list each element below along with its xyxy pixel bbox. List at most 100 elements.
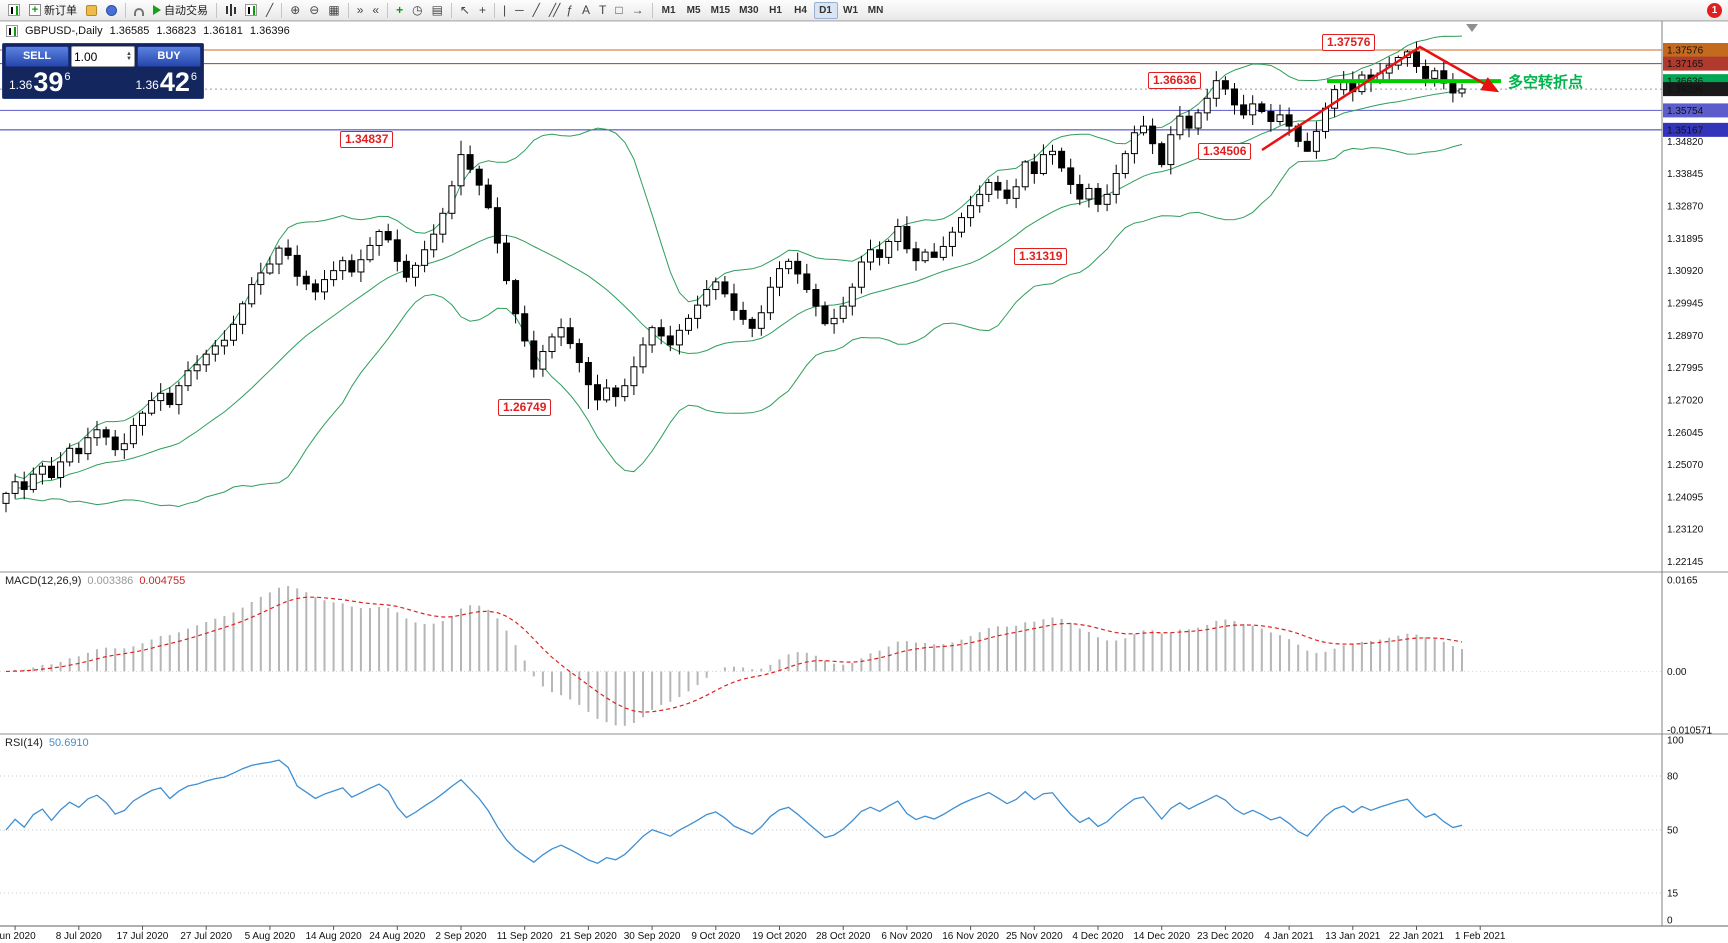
timeframe-button-H4[interactable]: H4 — [794, 4, 807, 16]
ohlc-close: 1.36396 — [249, 25, 290, 37]
volume-input[interactable]: 1.00 ▲ ▼ — [71, 46, 135, 67]
price-annotation-pivot[interactable]: 1.36636 — [1148, 72, 1202, 89]
timeframe-button-W1[interactable]: W1 — [843, 4, 859, 16]
price-scale-label: 1.22145 — [1667, 557, 1704, 568]
candle-body — [867, 249, 874, 263]
timeframe-button-D1[interactable]: D1 — [813, 1, 838, 19]
timeframe-button-H1[interactable]: H1 — [769, 4, 782, 16]
candle-body — [330, 270, 338, 281]
candle-body — [1203, 97, 1211, 114]
candle-body — [1303, 140, 1311, 152]
macd-scale-label: -0.010571 — [1667, 726, 1712, 737]
autotrading-button[interactable]: 自动交易 — [149, 2, 212, 19]
candle-body — [1058, 150, 1066, 169]
candle-body — [1276, 114, 1284, 122]
candle-body — [948, 231, 956, 247]
candle-body — [1094, 187, 1102, 205]
label-button[interactable]: T — [595, 2, 610, 19]
timeframe-button-M5[interactable]: M5 — [686, 4, 701, 16]
candle-body — [512, 280, 520, 315]
chart-shift-button[interactable]: « — [368, 2, 383, 19]
charts-window-button[interactable] — [4, 2, 24, 19]
channel-button[interactable]: ╱╱ — [545, 2, 561, 19]
rsi-panel: 100 80 50 15 0 — [0, 736, 1684, 927]
candle-body — [375, 231, 383, 246]
macd-signal-line — [5, 596, 1463, 713]
text-button[interactable]: A — [578, 2, 594, 19]
volume-spinner[interactable]: ▲ ▼ — [126, 50, 132, 62]
one-click-trade-panel: SELL 1.00 ▲ ▼ BUY 1.36 39 6 1.36 42 6 — [2, 43, 204, 99]
candle-body — [1221, 80, 1229, 90]
timeframe-button-M1[interactable]: M1 — [661, 4, 676, 16]
horizontal-line-button[interactable]: ─ — [511, 2, 528, 19]
candle-body — [466, 154, 474, 170]
buy-button[interactable]: BUY — [137, 46, 201, 67]
candle-body — [1076, 183, 1084, 200]
price-scale[interactable]: 1.34820 1.33845 1.32870 1.31895 1.30920 1.299… — [1663, 43, 1728, 568]
sell-button[interactable]: SELL — [5, 46, 69, 67]
price-annotation-jan-high[interactable]: 1.37576 — [1322, 34, 1376, 51]
candle-body — [66, 447, 74, 463]
trendline-button[interactable]: ╱ — [529, 2, 544, 19]
zoom-out-button[interactable]: ⊖ — [305, 2, 323, 19]
spinner-up-icon[interactable]: ▲ — [126, 50, 132, 57]
ohlc-high: 1.36823 — [156, 25, 197, 37]
navigator-button[interactable] — [102, 2, 121, 19]
market-watch-button[interactable] — [82, 2, 101, 19]
new-order-button[interactable]: + 新订单 — [25, 2, 81, 19]
line-chart-button[interactable]: ╱ — [262, 2, 277, 19]
fibonacci-button[interactable]: ƒ — [562, 2, 577, 19]
periods-button[interactable]: ◷ — [408, 2, 426, 19]
rsi-scale-label: 80 — [1667, 772, 1679, 783]
shapes-button[interactable]: □ — [611, 2, 626, 19]
zoom-in-icon: ⊕ — [290, 3, 301, 17]
drawn-objects[interactable] — [1261, 24, 1501, 152]
shapes-icon: □ — [615, 3, 623, 17]
cursor-icon: ↖ — [459, 3, 470, 17]
candle-body — [530, 340, 538, 370]
crosshair-button[interactable]: + — [475, 2, 490, 19]
vertical-line-button[interactable]: | — [499, 2, 510, 19]
timeframe-button-M15[interactable]: M15 — [710, 4, 731, 16]
tile-windows-button[interactable]: ▦ — [324, 2, 343, 19]
price-scale-tag — [1663, 56, 1728, 71]
timeframe-button-M30[interactable]: M30 — [739, 4, 759, 16]
macd-panel: 0.0165 0.00 -0.010571 — [0, 576, 1712, 737]
candle-body — [839, 305, 847, 319]
indicators-button[interactable]: + — [392, 2, 407, 19]
notification-badge[interactable]: 1 — [1707, 3, 1722, 18]
arrows-button[interactable]: → — [628, 2, 648, 19]
timeframe-button-MN[interactable]: MN — [867, 4, 884, 16]
price-scale-tag — [1663, 122, 1728, 137]
buy-price-prefix: 1.36 — [135, 78, 159, 92]
price-scale-label: 1.33845 — [1667, 169, 1704, 180]
zoom-in-button[interactable]: ⊕ — [286, 2, 304, 19]
price-annotation-sep-low[interactable]: 1.26749 — [498, 399, 552, 416]
date-axis[interactable]: Jun 2020 8 Jul 2020 17 Jul 2020 27 Jul 2020… — [0, 926, 1506, 942]
auto-scroll-button[interactable]: » — [353, 2, 368, 19]
price-annotation-nov-low[interactable]: 1.31319 — [1014, 248, 1068, 265]
candle-body — [193, 364, 201, 372]
alerts-button[interactable] — [130, 2, 148, 19]
candle-body — [1185, 115, 1193, 129]
price-annotation-jan-low[interactable]: 1.34506 — [1198, 143, 1252, 160]
price-annotation-sep-high[interactable]: 1.34837 — [340, 131, 394, 148]
price-scale-tag — [1663, 82, 1728, 97]
candle-body — [857, 261, 865, 288]
candle-body — [239, 303, 247, 325]
spinner-down-icon[interactable]: ▼ — [126, 55, 132, 62]
pivot-note-text[interactable]: 多空转折点 — [1508, 74, 1584, 91]
date-label: 13 Jan 2021 — [1325, 931, 1380, 942]
templates-button[interactable]: ▤ — [428, 2, 447, 19]
horizontal-lines[interactable] — [0, 49, 1662, 131]
ohlc-bars-button[interactable] — [221, 2, 240, 19]
candle-body — [1422, 65, 1430, 79]
bollinger-lower-band — [15, 143, 1463, 507]
date-label: 21 Sep 2020 — [560, 931, 617, 942]
chart-shift-icon: « — [372, 3, 380, 17]
candle-body — [1039, 154, 1047, 175]
candlesticks-button[interactable] — [241, 2, 261, 19]
candle-body — [302, 275, 310, 285]
cursor-button[interactable]: ↖ — [456, 2, 474, 19]
